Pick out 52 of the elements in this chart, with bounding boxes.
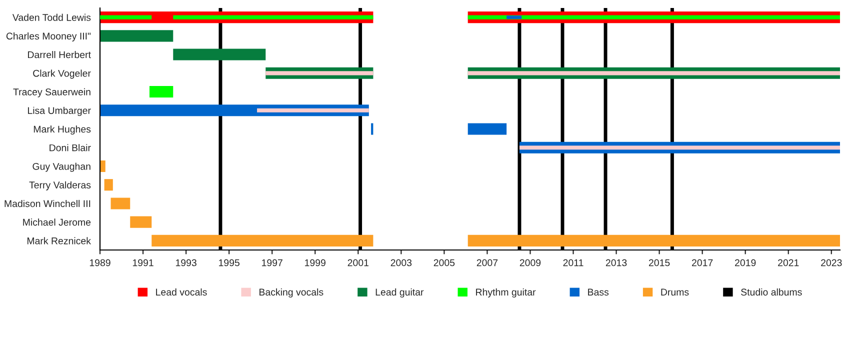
x-tick-label: 2021	[778, 259, 799, 266]
bar	[100, 160, 106, 172]
legend-label: Studio albums	[741, 288, 802, 296]
bar	[266, 71, 374, 76]
bar	[110, 198, 130, 210]
y-tick-label: Darrell Herbert	[28, 51, 91, 58]
x-tick-label: 1999	[305, 259, 326, 266]
bar	[519, 146, 840, 150]
legend-label: Drums	[661, 288, 689, 296]
x-tick-label: 2019	[735, 259, 756, 266]
x-tick-label: 2003	[390, 259, 412, 266]
x-tick-label: 2013	[606, 259, 627, 266]
y-tick-label: Madison Winchell III	[4, 200, 90, 208]
y-tick-label: Vaden Todd Lewis	[12, 14, 91, 21]
bar	[104, 179, 113, 191]
bar	[257, 108, 369, 112]
y-tick-label: Lisa Umbarger	[28, 106, 91, 116]
bar	[173, 48, 266, 60]
y-tick-label: Tracey Sauerwein	[13, 88, 90, 98]
bar	[100, 30, 174, 42]
bar	[152, 234, 374, 246]
legend-label: Bass	[588, 288, 609, 296]
bar	[468, 15, 840, 20]
y-tick-label: Charles Mooney III"	[6, 32, 91, 42]
x-tick-label: 2017	[692, 259, 713, 266]
x-tick-label: 2023	[821, 259, 842, 266]
x-tick-label: 2005	[434, 259, 455, 266]
bar	[468, 234, 840, 246]
legend-label: Rhythm guitar	[476, 288, 536, 298]
bar	[173, 15, 374, 20]
legend-label: Lead vocals	[156, 288, 207, 296]
x-tick-label: 1989	[90, 259, 110, 266]
x-tick-label: 1997	[262, 259, 282, 266]
y-tick-label: Doni Blair	[50, 144, 91, 152]
y-tick-label: Michael Jerome	[23, 218, 91, 226]
x-tick-label: 2007	[476, 259, 498, 266]
legend-label: Backing vocals	[260, 288, 324, 298]
y-tick-label: Mark Hughes	[34, 125, 91, 135]
x-tick-label: 1991	[132, 259, 154, 266]
y-tick-label: Terry Valderas	[29, 181, 91, 190]
bar	[130, 216, 152, 228]
x-tick-label: 1993	[176, 259, 196, 266]
y-tick-label: Clark Vogeler	[33, 70, 91, 79]
bar	[468, 71, 840, 76]
legend-label: Lead guitar	[376, 288, 424, 298]
x-tick-label: 1995	[219, 259, 240, 266]
y-tick-label: Mark Reznicek	[27, 237, 91, 244]
y-tick-label: Guy Vaughan	[32, 162, 90, 172]
x-tick-label: 2009	[520, 259, 541, 266]
x-tick-label: 2015	[648, 259, 670, 266]
x-tick-label: 2011	[563, 259, 584, 266]
x-tick-label: 2001	[348, 259, 368, 266]
